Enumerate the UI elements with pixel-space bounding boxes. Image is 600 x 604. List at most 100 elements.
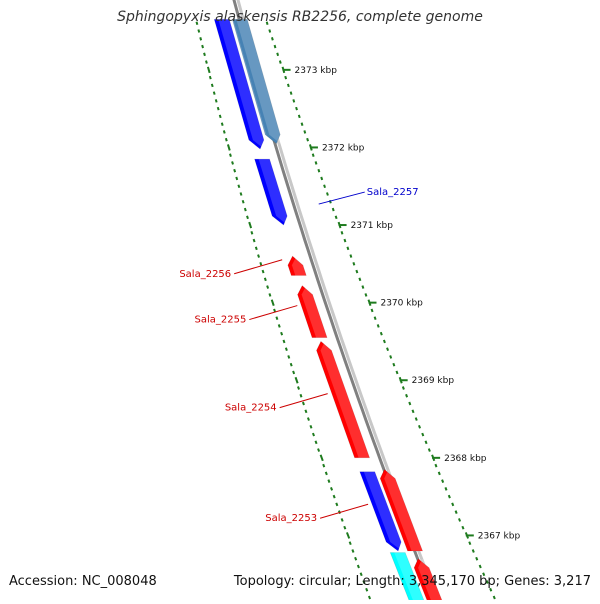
inner-tick	[322, 463, 326, 468]
inner-tick	[229, 153, 232, 157]
gene-sala_2257[interactable]	[254, 158, 288, 226]
inner-tick	[224, 137, 228, 142]
outer-tick	[358, 277, 362, 282]
inner-tick	[239, 192, 243, 196]
gene-feature-8[interactable]	[389, 552, 428, 601]
gene-highlight	[291, 256, 311, 276]
inner-tick	[359, 572, 363, 577]
outer-tick	[289, 91, 293, 95]
outer-tick	[334, 215, 338, 220]
outer-tick	[292, 99, 296, 103]
gene-sala_2253[interactable]	[379, 469, 424, 552]
outer-tick	[297, 114, 301, 119]
inner-tick	[218, 114, 222, 119]
inner-tick	[354, 556, 358, 561]
inner-tick	[280, 331, 284, 336]
gene-feature-1[interactable]	[213, 19, 265, 150]
gene-label-sala_2257[interactable]: Sala_2257	[367, 187, 419, 198]
outer-tick	[343, 238, 347, 243]
gene-label-sala_2256[interactable]: Sala_2256	[179, 269, 231, 280]
outer-tick	[475, 556, 479, 561]
outer-tick	[323, 184, 326, 189]
inner-tick	[259, 262, 263, 266]
outer-tick	[478, 564, 482, 569]
inner-tick	[216, 106, 220, 111]
outer-tick	[434, 463, 438, 468]
outer-tick	[418, 424, 421, 429]
inner-tick	[250, 230, 254, 235]
gene-highlight	[320, 341, 374, 458]
gene-label-leader	[234, 259, 283, 275]
gene-feature-9[interactable]	[413, 558, 450, 600]
gene-label-sala_2253[interactable]: Sala_2253	[265, 513, 317, 524]
outer-tick	[326, 192, 329, 196]
gene-highlight	[418, 558, 446, 600]
inner-tick	[343, 525, 347, 530]
inner-tick	[206, 66, 211, 74]
inner-tick	[212, 91, 216, 95]
gene-highlight	[236, 19, 285, 144]
gene-label-sala_2254[interactable]: Sala_2254	[225, 403, 277, 414]
inner-tick	[233, 168, 237, 173]
inner-tick	[304, 409, 308, 414]
tick-label: 2373 kbp	[295, 66, 338, 76]
gene-highlight	[384, 469, 427, 551]
inner-tick	[261, 269, 265, 274]
inner-tick	[210, 83, 214, 88]
inner-tick	[214, 99, 218, 103]
outer-tick	[361, 285, 365, 289]
inner-tick	[287, 355, 291, 359]
inner-tick	[312, 432, 315, 437]
inner-tick	[301, 401, 305, 406]
outer-tick	[295, 106, 298, 111]
outer-tick	[447, 494, 451, 499]
gene-sala_2254[interactable]	[316, 340, 371, 459]
outer-tick	[278, 60, 282, 64]
outer-tick	[395, 370, 399, 375]
scale-ticks: 2373 kbp 2372 kbp 2371 kbp 2370 kbp 2369 kbp…	[195, 21, 520, 600]
outer-tick	[441, 479, 445, 483]
outer-tick	[349, 254, 353, 258]
outer-tick	[320, 176, 324, 181]
gene-label-sala_2255[interactable]: Sala_2255	[194, 315, 246, 326]
gene-highlight	[301, 285, 332, 338]
inner-tick	[306, 417, 310, 421]
inner-tick	[205, 60, 208, 64]
outer-tick	[421, 432, 425, 437]
outer-tick	[303, 130, 307, 134]
tick-label: 2371 kbp	[351, 221, 394, 231]
inner-tick	[195, 21, 199, 26]
gene-feature-6[interactable]	[359, 471, 402, 552]
outer-tick	[482, 572, 486, 577]
outer-tick	[268, 29, 272, 33]
outer-tick	[286, 83, 290, 88]
inner-tick	[294, 376, 299, 384]
tick-label: 2369 kbp	[412, 376, 455, 386]
inner-tick	[208, 75, 212, 80]
gene-sala_2255[interactable]	[297, 285, 328, 338]
outer-tick	[411, 409, 415, 414]
inner-tick	[345, 532, 351, 539]
inner-tick	[270, 299, 275, 306]
outer-tick	[414, 417, 418, 421]
inner-tick	[254, 246, 258, 251]
inner-tick	[199, 37, 203, 41]
gene-sala_2256[interactable]	[287, 255, 307, 276]
inner-tick	[237, 184, 241, 189]
inner-tick	[319, 454, 324, 462]
gene-features	[213, 19, 450, 601]
outer-tick	[489, 587, 493, 592]
inner-tick	[299, 393, 303, 398]
gene-feature-0[interactable]	[231, 19, 281, 145]
inner-tick	[284, 347, 288, 352]
inner-tick	[273, 308, 277, 313]
inner-tick	[297, 386, 300, 390]
outer-tick	[340, 230, 344, 235]
outer-tick	[471, 549, 475, 553]
gene-highlight	[363, 471, 406, 551]
inner-tick	[367, 595, 372, 600]
gene-label-leader	[319, 503, 369, 519]
inner-tick	[292, 370, 296, 375]
inner-tick	[248, 221, 253, 229]
